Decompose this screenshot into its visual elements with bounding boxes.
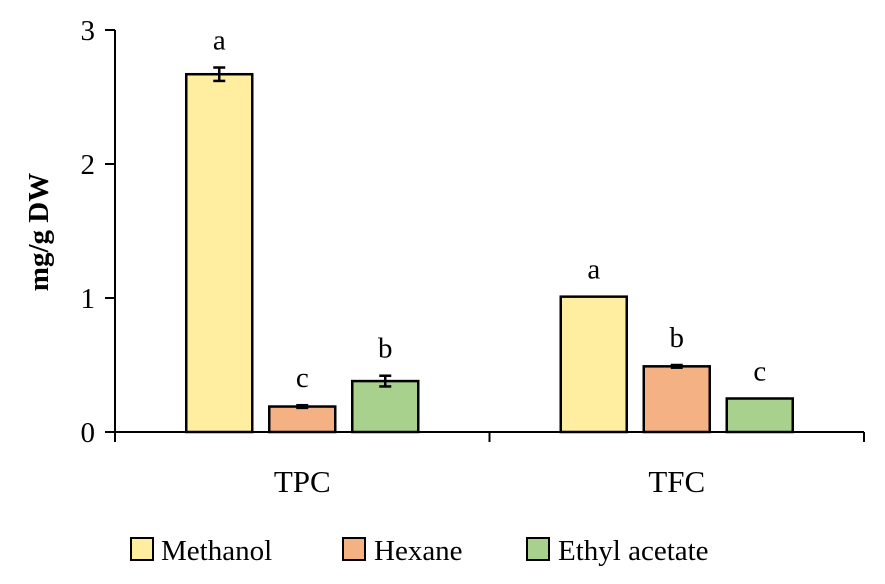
legend-swatch	[526, 537, 550, 561]
bar-tpc-methanol	[185, 72, 254, 434]
legend-swatch	[342, 537, 366, 561]
y-axis: 0 1 2 3	[81, 15, 116, 449]
bar-tpc-hexane	[268, 405, 337, 434]
legend-label: Hexane	[374, 535, 463, 567]
legend-item: Hexane	[342, 535, 463, 567]
significance-letter: a	[587, 254, 600, 286]
y-tick-label: 3	[81, 15, 96, 47]
significance-letter: b	[670, 322, 685, 354]
bar-tfc-hexane	[642, 365, 711, 434]
legend-label: Ethyl acetate	[558, 535, 709, 567]
bar-tfc-methanol	[559, 295, 628, 434]
bar-tpc-ethyl-acetate	[351, 379, 420, 434]
bar-tfc-ethyl-acetate	[725, 397, 794, 434]
legend-label: Methanol	[161, 535, 272, 567]
legend-item: Methanol	[130, 535, 272, 567]
y-tick-label: 0	[81, 417, 96, 449]
x-category-label: TPC	[274, 464, 331, 499]
x-axis: TPC TFC	[114, 431, 865, 499]
legend-swatch	[130, 537, 154, 561]
significance-letter: b	[378, 333, 393, 365]
bars	[185, 72, 794, 434]
y-axis-title: mg/g DW	[23, 173, 55, 291]
x-category-label: TFC	[648, 464, 705, 499]
significance-letters: a c b a b c	[213, 25, 766, 395]
y-tick-label: 2	[81, 149, 96, 181]
legend-item: Ethyl acetate	[526, 535, 709, 567]
error-bars	[213, 66, 683, 410]
significance-letter: c	[296, 362, 309, 394]
significance-letter: c	[753, 356, 766, 388]
legend: Methanol Hexane Ethyl acetate	[130, 535, 709, 567]
significance-letter: a	[213, 25, 226, 57]
y-tick-label: 1	[81, 283, 96, 315]
